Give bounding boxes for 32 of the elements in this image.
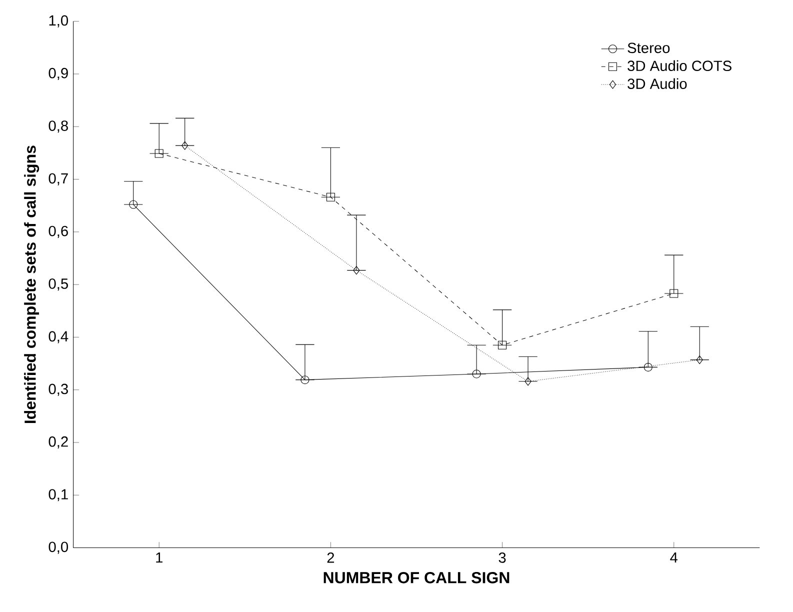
point — [154, 149, 164, 158]
y-tick-label: 0,3 — [48, 384, 68, 396]
x-tick-label: 3 — [498, 552, 506, 563]
point — [182, 141, 188, 150]
y-tick-label: 1,0 — [49, 15, 68, 28]
point — [670, 289, 678, 298]
point — [644, 363, 652, 372]
point — [498, 340, 507, 350]
y-tick-label: 0,5 — [48, 278, 68, 291]
legend-label: 3D Audio — [628, 78, 687, 90]
point — [300, 376, 310, 384]
point — [472, 370, 481, 378]
point — [524, 377, 532, 386]
y-tick-label: 0,1 — [48, 489, 68, 502]
y-axis-title: Identified complete sets of call signs — [24, 146, 40, 424]
legend-label: 3D Audio COTS — [628, 60, 732, 72]
y-tick-label: 0,9 — [48, 68, 68, 80]
point — [696, 356, 703, 364]
x-tick-label: 2 — [327, 552, 334, 563]
x-axis-title: NUMBER OF CALL SIGN — [324, 572, 510, 584]
y-tick-label: 0,7 — [48, 173, 68, 186]
point — [326, 193, 335, 202]
y-tick-label: 0,8 — [48, 120, 68, 133]
legend-label: Stereo — [628, 42, 670, 54]
point — [129, 200, 138, 209]
point — [353, 266, 360, 275]
y-tick-label: 0,6 — [48, 226, 68, 238]
x-tick-label: 1 — [156, 552, 162, 563]
y-tick-label: 0,4 — [48, 331, 68, 344]
x-tick-label: 4 — [670, 552, 678, 563]
y-tick-label: 0,2 — [48, 436, 68, 449]
y-tick-label: 0,0 — [48, 542, 68, 554]
